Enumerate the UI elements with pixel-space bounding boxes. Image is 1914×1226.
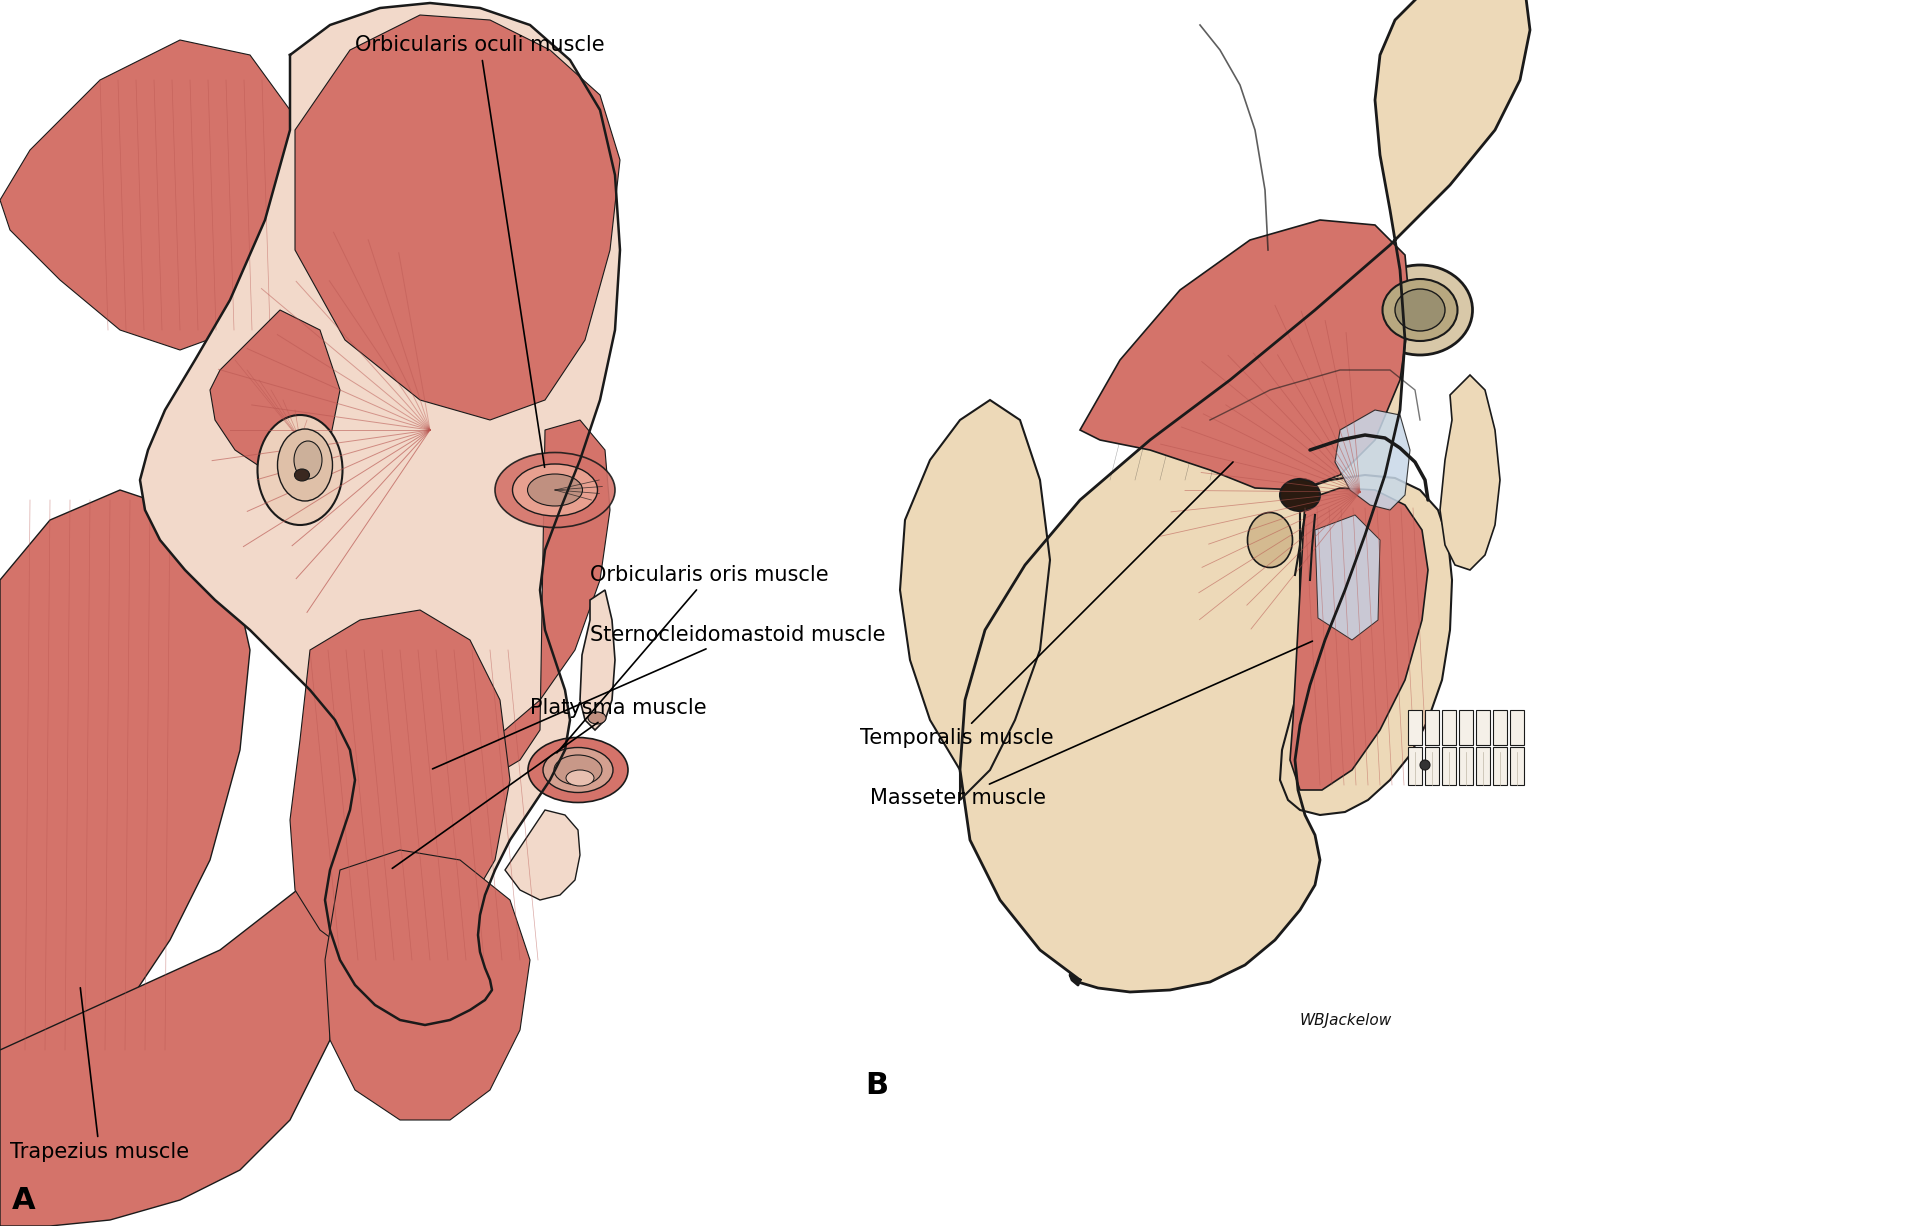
Bar <box>1458 710 1474 745</box>
Bar <box>1493 710 1506 745</box>
Bar <box>1426 747 1439 785</box>
Polygon shape <box>211 310 341 470</box>
Ellipse shape <box>258 414 343 525</box>
Text: A: A <box>11 1186 36 1215</box>
Bar <box>1409 710 1422 745</box>
Bar <box>1441 747 1457 785</box>
Ellipse shape <box>295 470 310 481</box>
Ellipse shape <box>528 474 582 506</box>
Polygon shape <box>0 40 295 349</box>
Ellipse shape <box>1367 265 1472 356</box>
Ellipse shape <box>278 429 333 501</box>
Polygon shape <box>1439 375 1501 570</box>
Polygon shape <box>295 15 620 421</box>
Bar <box>1426 710 1439 745</box>
Polygon shape <box>291 611 509 960</box>
Bar <box>1476 710 1489 745</box>
Polygon shape <box>961 0 1529 992</box>
Bar <box>1441 710 1457 745</box>
Polygon shape <box>1079 219 1411 490</box>
Text: Orbicularis oculi muscle: Orbicularis oculi muscle <box>356 36 605 467</box>
Ellipse shape <box>528 738 628 803</box>
Ellipse shape <box>1420 760 1430 770</box>
Bar <box>1510 710 1524 745</box>
Ellipse shape <box>295 441 322 479</box>
Bar <box>1493 747 1506 785</box>
Ellipse shape <box>567 770 593 786</box>
Ellipse shape <box>588 712 607 725</box>
Text: Masseter muscle: Masseter muscle <box>871 641 1313 808</box>
Text: Orbicularis oris muscle: Orbicularis oris muscle <box>557 565 829 753</box>
Polygon shape <box>900 400 1051 801</box>
Polygon shape <box>1290 488 1428 790</box>
Bar <box>1458 747 1474 785</box>
Ellipse shape <box>496 452 614 527</box>
Polygon shape <box>505 810 580 900</box>
Ellipse shape <box>544 748 612 792</box>
Ellipse shape <box>553 755 603 785</box>
Polygon shape <box>325 850 530 1121</box>
Bar <box>1409 747 1422 785</box>
Polygon shape <box>1334 409 1411 510</box>
Ellipse shape <box>1280 479 1321 511</box>
Polygon shape <box>0 490 251 1226</box>
Text: Trapezius muscle: Trapezius muscle <box>10 988 189 1162</box>
Ellipse shape <box>1248 512 1292 568</box>
Ellipse shape <box>1382 280 1457 341</box>
Text: Platysma muscle: Platysma muscle <box>392 698 706 868</box>
Polygon shape <box>1280 474 1453 815</box>
Polygon shape <box>459 421 611 775</box>
Bar <box>1510 747 1524 785</box>
Text: B: B <box>865 1072 888 1100</box>
Text: WBJackelow: WBJackelow <box>1300 1013 1391 1027</box>
Ellipse shape <box>1395 289 1445 331</box>
Bar <box>1476 747 1489 785</box>
Text: Temporalis muscle: Temporalis muscle <box>859 462 1233 748</box>
Polygon shape <box>0 820 341 1226</box>
Polygon shape <box>580 590 614 729</box>
Ellipse shape <box>513 463 597 516</box>
Polygon shape <box>140 2 620 1025</box>
Text: Sternocleidomastoid muscle: Sternocleidomastoid muscle <box>433 625 886 769</box>
Polygon shape <box>1315 515 1380 640</box>
